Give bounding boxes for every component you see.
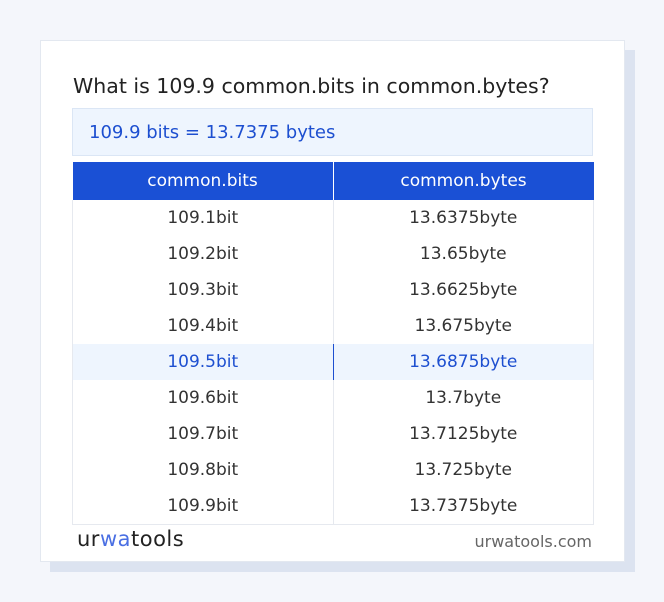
table-row: 109.9bit 13.7375byte xyxy=(72,488,594,525)
bytes-cell: 13.6375byte xyxy=(332,200,594,236)
conversion-table: common.bits common.bytes 109.1bit 13.6375… xyxy=(72,162,594,525)
bits-cell: 109.4bit xyxy=(72,308,334,344)
converter-card: What is 109.9 common.bits in common.byte… xyxy=(40,40,625,562)
bits-cell: 109.2bit xyxy=(72,236,334,272)
urwatools-logo: urwatools xyxy=(77,527,185,551)
site-link[interactable]: urwatools.com xyxy=(474,532,593,551)
bytes-cell: 13.6625byte xyxy=(332,272,594,308)
bits-cell: 109.5bit xyxy=(72,344,334,380)
table-row: 109.7bit 13.7125byte xyxy=(72,416,594,452)
bits-cell: 109.3bit xyxy=(72,272,334,308)
bits-cell: 109.7bit xyxy=(72,416,334,452)
table-row: 109.1bit 13.6375byte xyxy=(72,200,594,236)
bits-cell: 109.9bit xyxy=(72,488,334,525)
bytes-cell: 13.725byte xyxy=(332,452,594,488)
bits-cell: 109.8bit xyxy=(72,452,334,488)
bits-cell: 109.1bit xyxy=(72,200,334,236)
bytes-cell: 13.7125byte xyxy=(332,416,594,452)
bytes-cell: 13.65byte xyxy=(332,236,594,272)
table-row: 109.6bit 13.7byte xyxy=(72,380,594,416)
result-box: 109.9 bits = 13.7375 bytes xyxy=(72,108,593,156)
table-row: 109.5bit 13.6875byte xyxy=(72,344,594,380)
header-bits: common.bits xyxy=(72,162,334,200)
table-row: 109.3bit 13.6625byte xyxy=(72,272,594,308)
header-bytes: common.bytes xyxy=(333,162,594,200)
table-row: 109.4bit 13.675byte xyxy=(72,308,594,344)
bytes-cell: 13.7byte xyxy=(332,380,594,416)
table-row: 109.8bit 13.725byte xyxy=(72,452,594,488)
bits-cell: 109.6bit xyxy=(72,380,334,416)
bytes-cell: 13.7375byte xyxy=(332,488,594,525)
bytes-cell: 13.6875byte xyxy=(332,344,594,380)
page-title: What is 109.9 common.bits in common.byte… xyxy=(73,74,550,98)
table-row: 109.2bit 13.65byte xyxy=(72,236,594,272)
bytes-cell: 13.675byte xyxy=(332,308,594,344)
